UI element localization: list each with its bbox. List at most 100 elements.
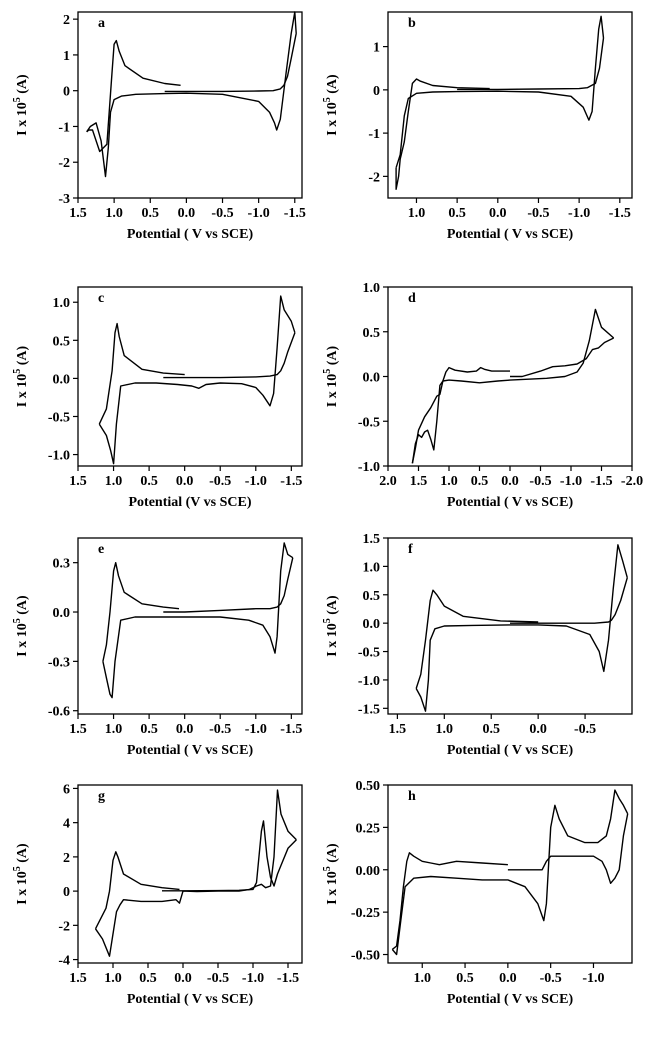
y-tick-label: 0.0 <box>363 371 381 386</box>
x-tick-label: -0.5 <box>207 971 229 986</box>
x-tick-label: 1.5 <box>69 722 87 737</box>
x-tick-label: 0.0 <box>176 474 194 489</box>
x-tick-label: -1.0 <box>248 206 270 221</box>
x-tick-label: 1.0 <box>440 474 458 489</box>
x-tick-label: -0.5 <box>529 474 551 489</box>
y-tick-label: -1 <box>368 127 380 142</box>
x-tick-label: -0.5 <box>527 206 549 221</box>
y-tick-label: -4 <box>58 954 70 969</box>
panel-letter: c <box>98 291 104 306</box>
y-tick-label: 0.0 <box>53 606 71 621</box>
y-axis-label: I x 105 (A) <box>12 595 30 657</box>
plot-frame <box>77 784 303 964</box>
y-axis-label: I x 105 (A) <box>322 595 340 657</box>
x-tick-label: 2.0 <box>379 474 397 489</box>
y-tick-label: -1.0 <box>48 449 70 464</box>
x-tick-label: 1.5 <box>69 474 87 489</box>
plot-frame <box>387 11 633 199</box>
x-axis-label: Potential ( V vs SCE) <box>447 227 574 242</box>
panel-g: 1.5 1.0 0.5 0.0 -0.5 -1.0 -1.5 -4 -2 0 2 4 6 Potentia… <box>12 782 303 1007</box>
y-tick-label: 0 <box>373 84 380 99</box>
x-axis-label: Potential (V vs SCE) <box>128 495 251 510</box>
panel-letter: h <box>408 789 416 804</box>
x-tick-label: 0.5 <box>139 971 157 986</box>
x-tick-label: 0.0 <box>501 474 519 489</box>
x-tick-label: 1.0 <box>436 722 454 737</box>
y-tick-label: -0.5 <box>48 410 70 425</box>
voltammogram-curve-segment <box>86 39 181 153</box>
plot-frame <box>77 537 303 715</box>
x-tick-label: 1.0 <box>105 474 123 489</box>
voltammogram-curve-segment <box>98 322 185 425</box>
x-tick-label: 0.0 <box>529 722 547 737</box>
x-tick-label: -0.5 <box>540 971 562 986</box>
y-tick-label: -0.25 <box>351 906 380 921</box>
y-tick-label: -0.3 <box>48 655 70 670</box>
y-tick-label: 1.0 <box>363 281 381 296</box>
x-tick-label: 1.5 <box>389 722 407 737</box>
y-tick-label: -0.5 <box>358 646 380 661</box>
x-tick-label: 0.0 <box>499 971 517 986</box>
y-tick-label: 1 <box>373 41 380 56</box>
y-tick-label: 2 <box>63 13 70 28</box>
voltammogram-curve-segment <box>395 78 490 191</box>
panel-f: 1.5 1.0 0.5 0.0 -0.5 -1.5 -1.0 -0.5 0.0 0.5 1.0 1.5… <box>322 532 633 758</box>
plot-frame <box>387 784 633 964</box>
x-tick-label: 0.0 <box>174 971 192 986</box>
x-tick-label: -1.0 <box>242 971 264 986</box>
y-tick-label: -3 <box>58 192 70 207</box>
y-axis-label: I x 105 (A) <box>12 843 30 905</box>
panel-d: 2.0 1.5 1.0 0.5 0.0 -0.5 -1.0 -1.5 -2.0 -1.0 -0.5 0… <box>322 281 643 510</box>
y-tick-label: 1.0 <box>53 296 71 311</box>
y-tick-label: -0.5 <box>358 415 380 430</box>
voltammogram-curve-segment <box>411 366 510 464</box>
x-tick-label: -1.5 <box>280 474 302 489</box>
y-tick-label: 0.0 <box>363 617 381 632</box>
y-tick-label: -1 <box>58 120 70 135</box>
panel-e: 1.5 1.0 0.5 0.0 -0.5 -1.0 -1.5 -0.6 -0.3 0.0 0.3 Po… <box>12 537 303 758</box>
x-tick-label: 1.5 <box>69 206 87 221</box>
y-axis-label: I x 105 (A) <box>12 74 30 136</box>
panel-letter: a <box>98 16 105 31</box>
x-tick-label: 0.0 <box>489 206 507 221</box>
voltammogram-curve-segment <box>510 337 615 378</box>
x-tick-label: -0.5 <box>574 722 596 737</box>
x-tick-label: -1.0 <box>245 722 267 737</box>
y-tick-label: 0 <box>63 885 70 900</box>
voltammogram-curve-segment <box>163 332 296 379</box>
y-tick-label: 0.5 <box>363 589 381 604</box>
voltammogram-curve-segment <box>94 789 297 957</box>
panel-b: 1.0 0.5 0.0 -0.5 -1.0 -1.5 -2 -1 0 1 Potential ( V… <box>322 11 633 242</box>
x-axis-label: Potential ( V vs SCE) <box>127 227 254 242</box>
x-tick-label: 0.0 <box>176 722 194 737</box>
y-tick-label: 0.3 <box>53 557 71 572</box>
x-tick-label: 1.5 <box>69 971 87 986</box>
voltammogram-curve-segment <box>415 589 539 689</box>
x-tick-label: -1.0 <box>560 474 582 489</box>
x-tick-label: -0.5 <box>209 474 231 489</box>
y-tick-label: 4 <box>63 817 70 832</box>
y-tick-label: 0.5 <box>53 334 71 349</box>
y-tick-label: -1.0 <box>358 674 380 689</box>
voltammogram-curve-segment <box>391 852 508 950</box>
x-tick-label: -2.0 <box>621 474 643 489</box>
voltammogram-curve-segment <box>510 577 628 624</box>
x-axis-label: Potential ( V vs SCE) <box>447 992 574 1007</box>
x-tick-label: 0.5 <box>482 722 500 737</box>
y-tick-label: 1.5 <box>363 532 381 547</box>
y-tick-label: -1.5 <box>358 702 380 717</box>
x-axis-label: Potential ( V vs SCE) <box>127 992 254 1007</box>
x-tick-label: 0.0 <box>178 206 196 221</box>
panel-h: 1.0 0.5 0.0 -0.5 -1.0 -0.50 -0.25 0.00 0.25 0.50 P… <box>322 779 633 1007</box>
x-tick-label: -1.5 <box>280 722 302 737</box>
x-axis-label: Potential ( V vs SCE) <box>447 743 574 758</box>
x-axis-label: Potential ( V vs SCE) <box>127 743 254 758</box>
y-tick-label: 0.50 <box>356 779 381 794</box>
voltammogram-curve-segment <box>94 851 180 930</box>
x-tick-label: 0.5 <box>448 206 466 221</box>
voltammogram-curve-segment <box>507 813 629 884</box>
y-axis-label: I x 105 (A) <box>12 345 30 407</box>
x-axis-label: Potential ( V vs SCE) <box>447 495 574 510</box>
plot-frame <box>77 286 303 467</box>
y-tick-label: 6 <box>63 782 70 797</box>
